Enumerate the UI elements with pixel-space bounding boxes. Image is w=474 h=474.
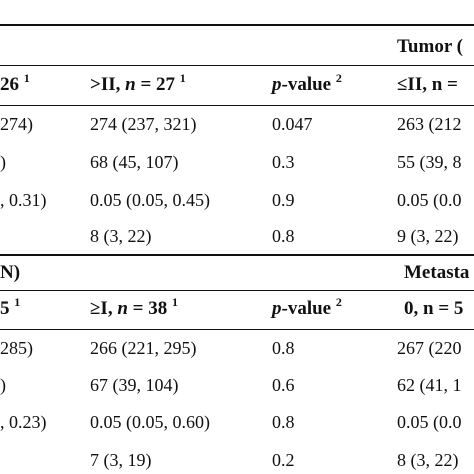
table-cell: 0.2	[272, 450, 295, 470]
table-cell: 0.3	[272, 152, 295, 172]
table-cell: 62 (41, 1	[397, 375, 462, 395]
table-cell: 267 (220	[397, 338, 462, 358]
table-cell: 0.8	[272, 412, 295, 432]
table-cell: 0.05 (0.0	[397, 190, 462, 210]
table-cell: 0.6	[272, 375, 295, 395]
table-cell: 7 (3, 19)	[90, 450, 152, 470]
table-cell: 263 (212	[397, 114, 462, 134]
group-title-tumor: Tumor (	[397, 36, 463, 57]
header-cell-2: ≥I, n = 38 1	[90, 294, 178, 319]
table-cell: 0.05 (0.05, 0.45)	[90, 190, 210, 210]
group-rule	[0, 65, 474, 66]
top-rule	[0, 24, 474, 26]
table-cell: 274 (237, 321)	[90, 114, 197, 134]
group-rule	[0, 290, 474, 291]
header-cell-4: 0, n = 5	[404, 298, 464, 319]
table-cell: , 0.31)	[0, 190, 47, 210]
table-cell: 55 (39, 8	[397, 152, 462, 172]
table-cell: 0.05 (0.0	[397, 412, 462, 432]
table-cell: 0.8	[272, 338, 295, 358]
table-cell: 8 (3, 22)	[397, 450, 459, 470]
table-cell: 9 (3, 22)	[397, 226, 459, 246]
table-cell: , 0.23)	[0, 412, 47, 432]
section-rule	[0, 254, 474, 256]
header-cell-1: 5 1	[0, 294, 21, 319]
header-cell-pvalue: p-value 2	[272, 294, 342, 319]
table-cell: 67 (39, 104)	[90, 375, 179, 395]
table-cell: 8 (3, 22)	[90, 226, 152, 246]
header-rule	[0, 329, 474, 330]
table-cell: )	[0, 375, 6, 395]
section-title-left: N)	[0, 262, 21, 283]
header-cell-pvalue: p-value 2	[272, 70, 342, 95]
table-cell: )	[0, 152, 6, 172]
table-cell: 266 (221, 295)	[90, 338, 197, 358]
table-cell: 0.05 (0.05, 0.60)	[90, 412, 210, 432]
group-title-metastasis: Metasta	[404, 262, 470, 283]
header-rule	[0, 105, 474, 106]
table-cell: 274)	[0, 114, 33, 134]
table-cell: 285)	[0, 338, 33, 358]
header-cell-1: 26 1	[0, 70, 30, 95]
header-cell-2: >II, n = 27 1	[90, 70, 186, 95]
table-cell: 0.8	[272, 226, 295, 246]
table-cell: 0.9	[272, 190, 295, 210]
header-cell-4: ≤II, n =	[397, 74, 458, 95]
table-cell: 0.047	[272, 114, 313, 134]
table-cell: 68 (45, 107)	[90, 152, 179, 172]
